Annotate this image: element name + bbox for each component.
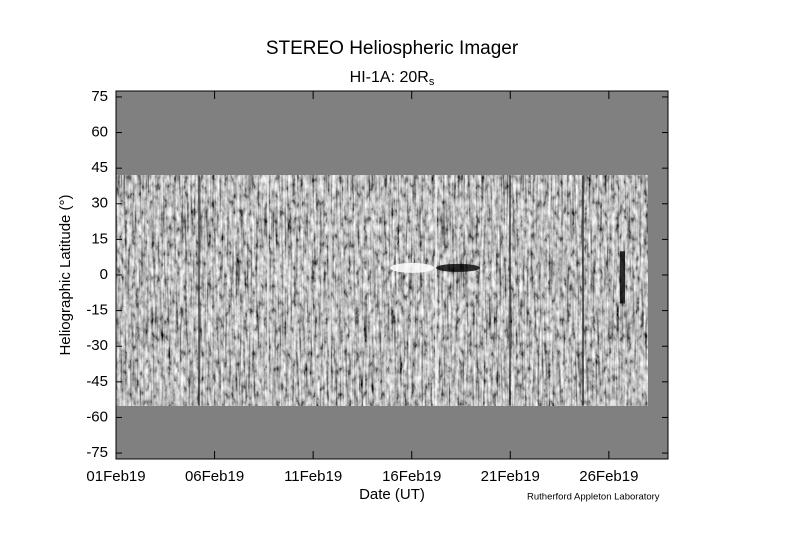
y-tick-label: 15 bbox=[91, 230, 108, 247]
plot-area bbox=[115, 90, 669, 460]
x-tick-label: 26Feb19 bbox=[579, 468, 638, 485]
texture-feature bbox=[436, 263, 480, 272]
y-tick-label: -30 bbox=[86, 337, 108, 354]
x-tick-label: 01Feb19 bbox=[86, 468, 145, 485]
x-tick-label: 21Feb19 bbox=[481, 468, 540, 485]
subtitle-subscript: s bbox=[429, 76, 435, 88]
y-tick-label: -15 bbox=[86, 302, 108, 319]
x-axis-label: Date (UT) bbox=[359, 486, 425, 503]
x-tick-label: 16Feb19 bbox=[382, 468, 441, 485]
texture-feature bbox=[390, 262, 434, 273]
y-tick-label: 60 bbox=[91, 124, 108, 141]
image-texture bbox=[116, 175, 648, 406]
chart-subtitle: HI-1A: 20Rs bbox=[350, 69, 435, 88]
y-tick-label: -60 bbox=[86, 408, 108, 425]
texture-feature bbox=[620, 251, 625, 304]
y-tick-label: 30 bbox=[91, 195, 108, 212]
y-tick-label: 0 bbox=[100, 266, 108, 283]
y-tick-label: 45 bbox=[91, 159, 108, 176]
y-tick-label: -45 bbox=[86, 373, 108, 390]
chart-title: STEREO Heliospheric Imager bbox=[266, 38, 519, 59]
y-axis-label: Heliographic Latitude (°) bbox=[57, 194, 74, 355]
subtitle-text: HI-1A: 20R bbox=[350, 69, 429, 86]
y-tick-label: 75 bbox=[91, 88, 108, 105]
x-tick-label: 06Feb19 bbox=[185, 468, 244, 485]
texture-speckle bbox=[116, 175, 648, 406]
x-tick-label: 11Feb19 bbox=[284, 468, 342, 485]
y-tick-label: -75 bbox=[86, 444, 108, 461]
credit: Rutherford Appleton Laboratory bbox=[527, 492, 660, 503]
